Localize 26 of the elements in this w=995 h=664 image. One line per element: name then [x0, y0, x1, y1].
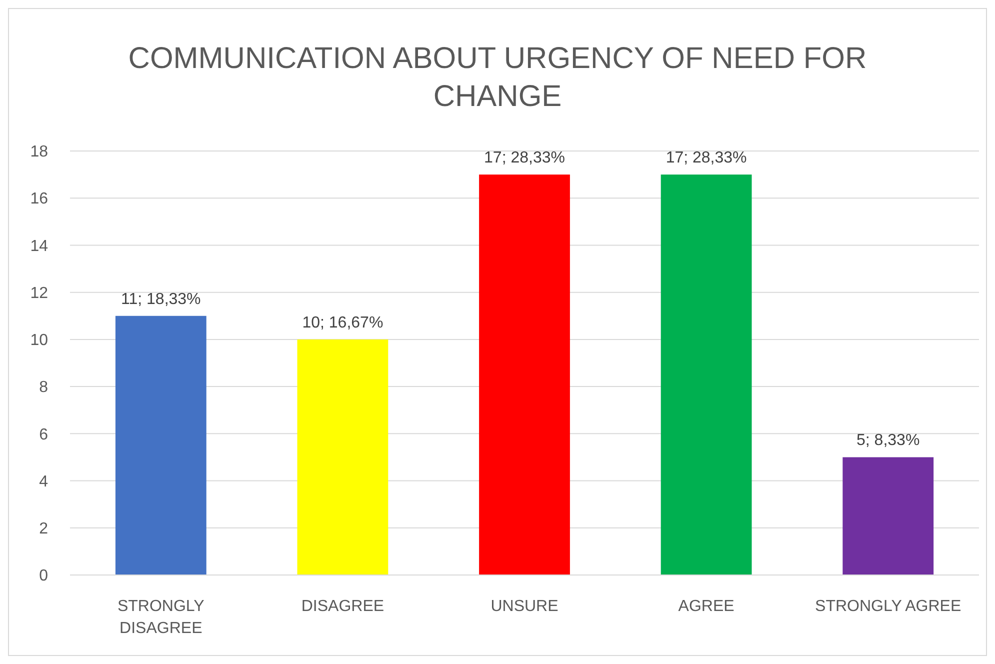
bar [115, 316, 206, 575]
y-tick-label: 12 [30, 284, 48, 302]
x-tick-label: STRONGLY DISAGREE [117, 598, 205, 637]
x-tick-label: STRONGLY AGREE [815, 598, 962, 615]
y-tick-label: 14 [30, 238, 48, 255]
data-label: 17; 28,33% [484, 150, 565, 167]
y-tick-label: 10 [30, 332, 48, 350]
chart-title: COMMUNICATION ABOUT URGENCY OF NEED FOR CHANGE [128, 42, 867, 113]
y-tick-label: 8 [39, 379, 48, 396]
data-label: 11; 18,33% [121, 290, 201, 308]
bar [479, 174, 570, 575]
bar [660, 174, 752, 575]
data-label: 17; 28,33% [666, 150, 747, 167]
x-tick-label: DISAGREE [301, 598, 384, 615]
bar [842, 457, 934, 575]
data-label: 5; 8,33% [856, 432, 920, 450]
data-label: 10; 16,67% [302, 314, 384, 332]
y-tick-label: 4 [39, 473, 48, 490]
y-tick-label: 16 [30, 190, 48, 208]
bar [297, 339, 388, 575]
x-tick-label: UNSURE [490, 598, 558, 615]
y-tick-label: 0 [39, 568, 48, 585]
y-tick-label: 18 [30, 144, 48, 161]
y-tick-label: 2 [39, 520, 48, 538]
y-tick-label: 6 [39, 426, 48, 444]
x-tick-label: AGREE [678, 598, 734, 615]
